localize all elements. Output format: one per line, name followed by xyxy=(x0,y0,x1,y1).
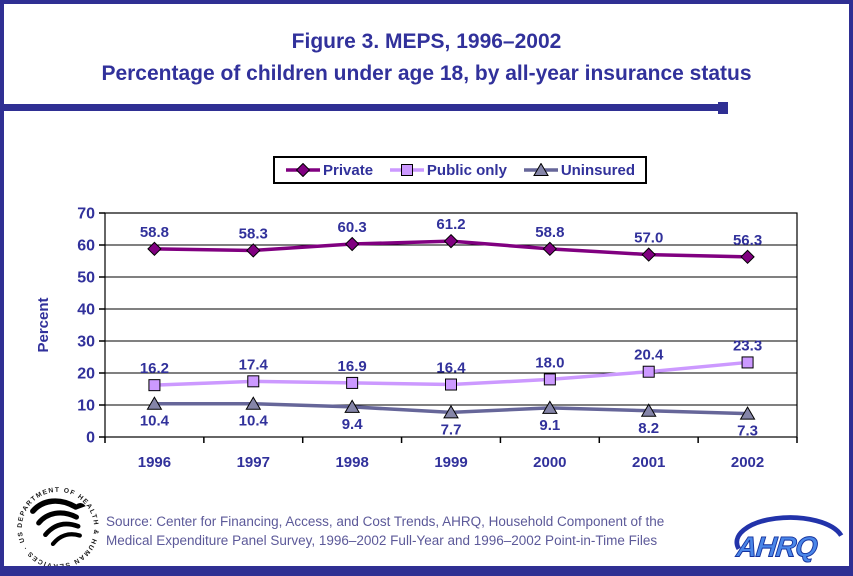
svg-text:58.8: 58.8 xyxy=(535,224,564,241)
svg-text:40: 40 xyxy=(77,302,95,319)
figure-title-line2: Percentage of children under age 18, by … xyxy=(101,62,752,85)
svg-text:60.3: 60.3 xyxy=(338,219,367,236)
chart-title-block: Figure 3. MEPS, 1996–2002 Percentage of … xyxy=(4,26,849,90)
legend-label-public-only: Public only xyxy=(426,161,507,179)
svg-text:1998: 1998 xyxy=(335,454,368,471)
source-note: Source: Center for Financing, Access, an… xyxy=(106,512,731,550)
svg-text:9.4: 9.4 xyxy=(342,416,364,433)
ahrq-logo-text: AHRQ xyxy=(734,531,819,563)
uninsured-series-icon xyxy=(523,163,558,176)
svg-text:20: 20 xyxy=(77,366,95,383)
svg-text:57.0: 57.0 xyxy=(634,230,663,247)
svg-text:16.2: 16.2 xyxy=(140,360,169,377)
svg-text:9.1: 9.1 xyxy=(539,417,560,434)
svg-text:1999: 1999 xyxy=(434,454,467,471)
figure-title-line1: Figure 3. MEPS, 1996–2002 xyxy=(291,30,562,53)
svg-text:2000: 2000 xyxy=(533,454,566,471)
title-divider-endcap xyxy=(718,102,728,114)
legend-label-uninsured: Uninsured xyxy=(560,161,635,179)
source-note-line2: Medical Expenditure Panel Survey, 1996–2… xyxy=(106,533,658,548)
svg-text:2002: 2002 xyxy=(731,454,764,471)
svg-text:23.3: 23.3 xyxy=(733,337,762,354)
legend-item-public-only: Public only xyxy=(389,162,507,179)
svg-text:16.9: 16.9 xyxy=(338,358,367,375)
svg-text:17.4: 17.4 xyxy=(239,356,269,373)
svg-text:50: 50 xyxy=(77,270,95,287)
source-note-line1: Source: Center for Financing, Access, an… xyxy=(106,514,665,529)
svg-text:56.3: 56.3 xyxy=(733,232,762,249)
legend-item-private: Private xyxy=(285,162,373,179)
svg-text:7.7: 7.7 xyxy=(441,421,462,438)
svg-text:1997: 1997 xyxy=(237,454,270,471)
svg-text:0: 0 xyxy=(86,430,95,447)
legend-label-private: Private xyxy=(323,161,374,179)
title-divider-bar xyxy=(4,104,718,111)
svg-text:8.2: 8.2 xyxy=(638,420,659,437)
hhs-seal-logo: DEPARTMENT OF HEALTH & HUMAN SERVICES · … xyxy=(14,486,98,566)
svg-text:30: 30 xyxy=(77,334,95,351)
svg-text:10: 10 xyxy=(77,398,95,415)
svg-text:20.4: 20.4 xyxy=(634,347,664,364)
svg-text:18.0: 18.0 xyxy=(535,354,564,371)
ahrq-swoosh-icon xyxy=(734,515,844,551)
svg-text:2001: 2001 xyxy=(632,454,665,471)
hhs-eagle-icon xyxy=(30,498,86,547)
svg-text:Percent: Percent xyxy=(35,297,52,352)
svg-text:58.3: 58.3 xyxy=(239,225,268,242)
private-series-icon xyxy=(286,163,320,177)
legend-item-uninsured: Uninsured xyxy=(523,162,635,179)
public-only-series-icon xyxy=(389,164,424,176)
ahrq-logo: AHRQ xyxy=(734,515,844,564)
chart-legend: Private Public only Uninsured xyxy=(273,156,647,184)
svg-text:10.4: 10.4 xyxy=(140,413,170,430)
svg-text:70: 70 xyxy=(77,206,95,223)
svg-text:61.2: 61.2 xyxy=(436,216,465,233)
svg-text:1996: 1996 xyxy=(138,454,171,471)
svg-text:58.8: 58.8 xyxy=(140,224,169,241)
svg-text:7.3: 7.3 xyxy=(737,423,758,440)
svg-text:10.4: 10.4 xyxy=(239,413,269,430)
svg-text:60: 60 xyxy=(77,238,95,255)
svg-text:16.4: 16.4 xyxy=(436,360,466,377)
line-chart: 0 10 20 30 40 50 60 70 1996 1997 1998 1999 2000 2001 2… xyxy=(35,206,798,471)
